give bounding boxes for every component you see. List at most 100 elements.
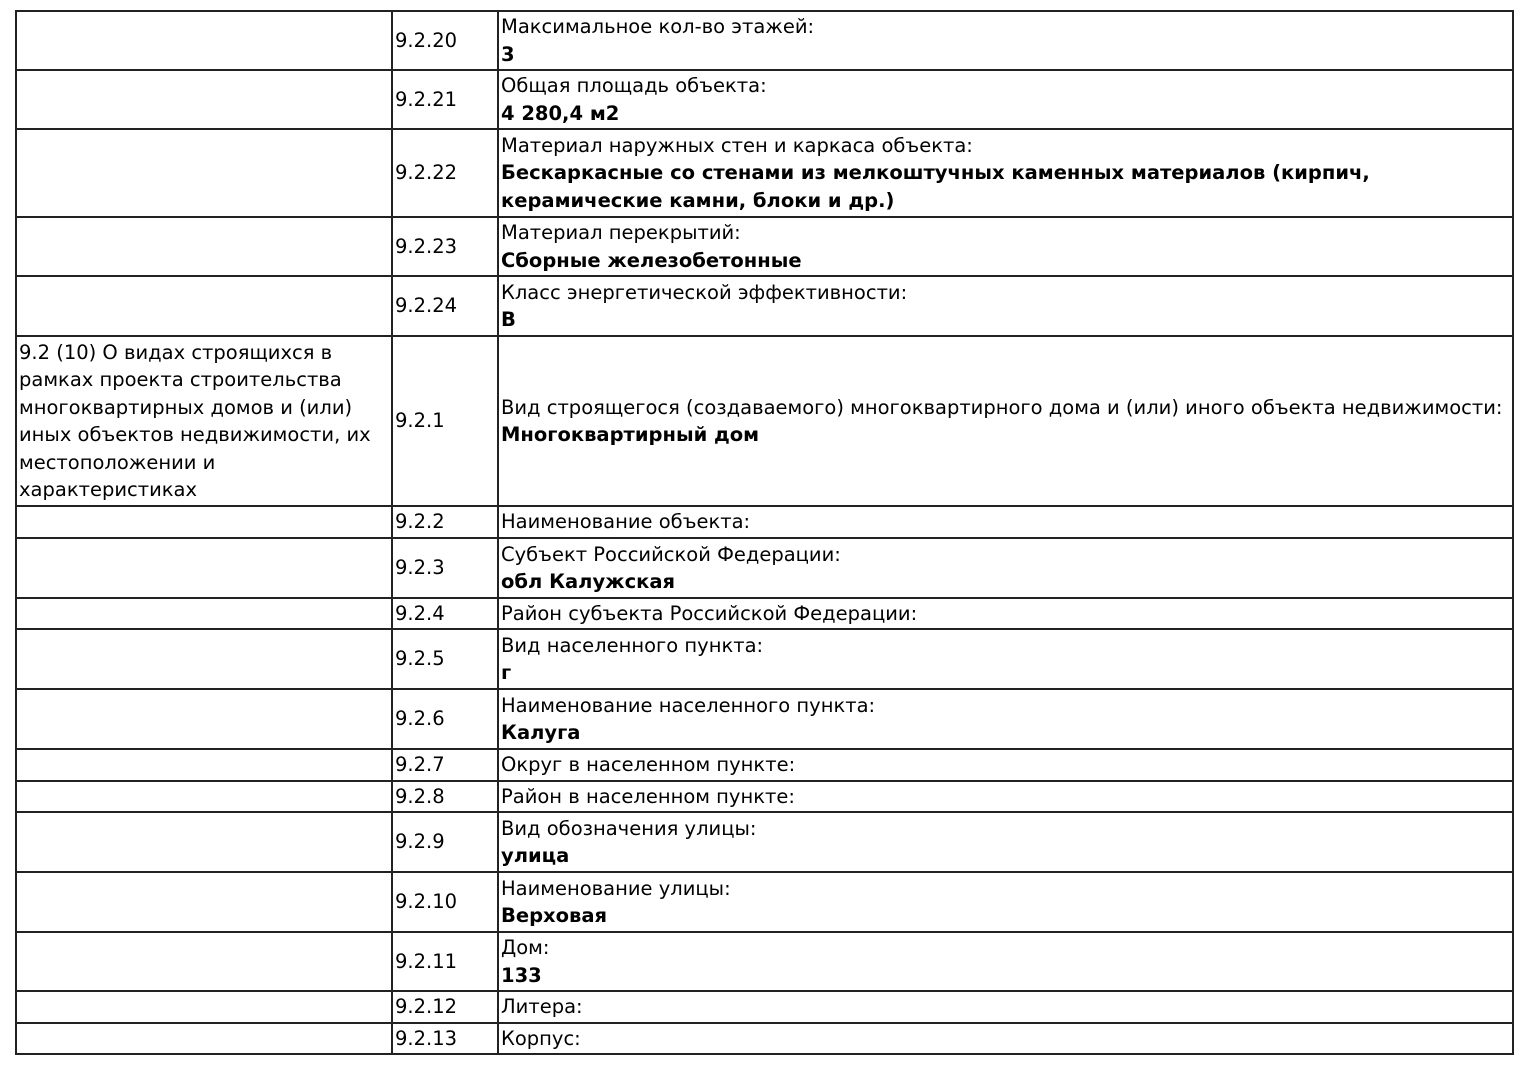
code-cell: 9.2.5 bbox=[391, 628, 499, 690]
field-label: Район в населенном пункте: bbox=[501, 784, 795, 808]
section-cell bbox=[15, 1022, 393, 1055]
table-row: 9.2.5 Вид населенного пункта: г bbox=[15, 628, 1514, 690]
field-value: улица bbox=[501, 844, 570, 867]
section-cell bbox=[15, 275, 393, 337]
code-cell: 9.2.2 bbox=[391, 505, 499, 539]
code-cell: 9.2.4 bbox=[391, 597, 499, 630]
field-value: 4 280,4 м2 bbox=[501, 101, 620, 125]
field-label: Общая площадь объекта: bbox=[501, 74, 767, 97]
code-cell: 9.2.23 bbox=[391, 216, 499, 277]
field-label: Корпус: bbox=[501, 1026, 581, 1050]
section-cell bbox=[15, 990, 393, 1024]
code-cell: 9.2.24 bbox=[391, 275, 499, 337]
section-cell bbox=[15, 128, 393, 218]
table-row: 9.2.6 Наименование населенного пункта: Ка… bbox=[15, 688, 1514, 750]
table-row: 9.2.22 Материал наружных стен и каркаса … bbox=[15, 128, 1514, 218]
field-value: Многоквартирный дом bbox=[501, 423, 760, 446]
code-cell: 9.2.8 bbox=[391, 780, 499, 813]
code-cell: 9.2.21 bbox=[391, 69, 499, 130]
content-cell: Литера: bbox=[497, 990, 1514, 1024]
field-value: Калуга bbox=[501, 721, 581, 744]
section-cell: 9.2 (10) О видах строящихся в рамках про… bbox=[15, 335, 393, 507]
table-row: 9.2.8 Район в населенном пункте: bbox=[15, 780, 1514, 813]
table-row: 9.2.2 Наименование объекта: bbox=[15, 505, 1514, 539]
field-label: Наименование объекта: bbox=[501, 510, 751, 534]
content-cell: Дом: 133 bbox=[497, 931, 1514, 992]
field-label: Субъект Российской Федерации: bbox=[501, 542, 841, 566]
object-characteristics-table: 9.2.20 Максимальное кол-во этажей: 3 9.2.… bbox=[15, 10, 1514, 1055]
content-cell: Наименование улицы: Верховая bbox=[497, 871, 1514, 933]
field-label: Наименование улицы: bbox=[501, 876, 731, 900]
code-cell: 9.2.9 bbox=[391, 811, 499, 873]
field-value: г bbox=[501, 661, 512, 684]
section-cell bbox=[15, 811, 393, 873]
field-value: 133 bbox=[501, 963, 542, 987]
table-row: 9.2.13 Корпус: bbox=[15, 1022, 1514, 1055]
table-row: 9.2.12 Литера: bbox=[15, 990, 1514, 1024]
section-cell bbox=[15, 69, 393, 130]
code-cell: 9.2.22 bbox=[391, 128, 499, 218]
code-cell: 9.2.1 bbox=[391, 335, 499, 507]
content-cell: Материал наружных стен и каркаса объекта… bbox=[497, 128, 1514, 218]
table-row: 9.2.9 Вид обозначения улицы: улица bbox=[15, 811, 1514, 873]
table-row: 9.2.23 Материал перекрытий: Сборные желез… bbox=[15, 216, 1514, 277]
section-cell bbox=[15, 10, 393, 71]
content-cell: Вид обозначения улицы: улица bbox=[497, 811, 1514, 873]
field-label: Наименование населенного пункта: bbox=[501, 693, 876, 717]
code-cell: 9.2.3 bbox=[391, 537, 499, 599]
code-cell: 9.2.6 bbox=[391, 688, 499, 750]
field-label: Дом: bbox=[501, 936, 550, 959]
field-value: В bbox=[501, 308, 516, 331]
table-body: 9.2.20 Максимальное кол-во этажей: 3 9.2.… bbox=[15, 10, 1514, 1055]
content-cell: Корпус: bbox=[497, 1022, 1514, 1055]
section-cell bbox=[15, 216, 393, 277]
section-cell bbox=[15, 628, 393, 690]
field-label: Округ в населенном пункте: bbox=[501, 753, 796, 777]
field-label: Литера: bbox=[501, 995, 583, 1019]
table-row: 9.2.21 Общая площадь объекта: 4 280,4 м2 bbox=[15, 69, 1514, 130]
table-row: 9.2.10 Наименование улицы: Верховая bbox=[15, 871, 1514, 933]
content-cell: Наименование объекта: bbox=[497, 505, 1514, 539]
section-cell bbox=[15, 505, 393, 539]
field-value: Бескаркасные со стенами из мелкоштучных … bbox=[501, 161, 1370, 212]
field-label: Район субъекта Российской Федерации: bbox=[501, 601, 918, 625]
content-cell: Вид строящегося (создаваемого) многоквар… bbox=[497, 335, 1514, 507]
section-cell bbox=[15, 597, 393, 630]
code-cell: 9.2.13 bbox=[391, 1022, 499, 1055]
section-cell bbox=[15, 688, 393, 750]
field-value: Сборные железобетонные bbox=[501, 248, 802, 272]
content-cell: Материал перекрытий: Сборные железобетонн… bbox=[497, 216, 1514, 277]
content-cell: Максимальное кол-во этажей: 3 bbox=[497, 10, 1514, 71]
field-label: Материал наружных стен и каркаса объекта… bbox=[501, 133, 973, 157]
table-row: 9.2.20 Максимальное кол-во этажей: 3 bbox=[15, 10, 1514, 71]
content-cell: Округ в населенном пункте: bbox=[497, 748, 1514, 782]
field-label: Максимальное кол-во этажей: bbox=[501, 15, 815, 38]
code-cell: 9.2.11 bbox=[391, 931, 499, 992]
field-value: обл Калужская bbox=[501, 570, 676, 593]
section-cell bbox=[15, 537, 393, 599]
section-cell bbox=[15, 931, 393, 992]
content-cell: Вид населенного пункта: г bbox=[497, 628, 1514, 690]
content-cell: Район субъекта Российской Федерации: bbox=[497, 597, 1514, 630]
field-label: Класс энергетической эффективности: bbox=[501, 280, 908, 304]
field-label: Вид обозначения улицы: bbox=[501, 816, 757, 840]
table-row: 9.2.11 Дом: 133 bbox=[15, 931, 1514, 992]
field-value: 3 bbox=[501, 42, 515, 66]
section-cell bbox=[15, 748, 393, 782]
section-cell bbox=[15, 780, 393, 813]
code-cell: 9.2.20 bbox=[391, 10, 499, 71]
table-row: 9.2 (10) О видах строящихся в рамках про… bbox=[15, 335, 1514, 507]
code-cell: 9.2.7 bbox=[391, 748, 499, 782]
field-label: Вид строящегося (создаваемого) многоквар… bbox=[501, 395, 1503, 419]
table-row: 9.2.7 Округ в населенном пункте: bbox=[15, 748, 1514, 782]
field-label: Вид населенного пункта: bbox=[501, 633, 764, 657]
table-row: 9.2.3 Субъект Российской Федерации: обл К… bbox=[15, 537, 1514, 599]
section-cell bbox=[15, 871, 393, 933]
content-cell: Субъект Российской Федерации: обл Калужск… bbox=[497, 537, 1514, 599]
content-cell: Класс энергетической эффективности: В bbox=[497, 275, 1514, 337]
table-row: 9.2.24 Класс энергетической эффективност… bbox=[15, 275, 1514, 337]
code-cell: 9.2.12 bbox=[391, 990, 499, 1024]
field-value: Верховая bbox=[501, 904, 608, 927]
code-cell: 9.2.10 bbox=[391, 871, 499, 933]
content-cell: Район в населенном пункте: bbox=[497, 780, 1514, 813]
